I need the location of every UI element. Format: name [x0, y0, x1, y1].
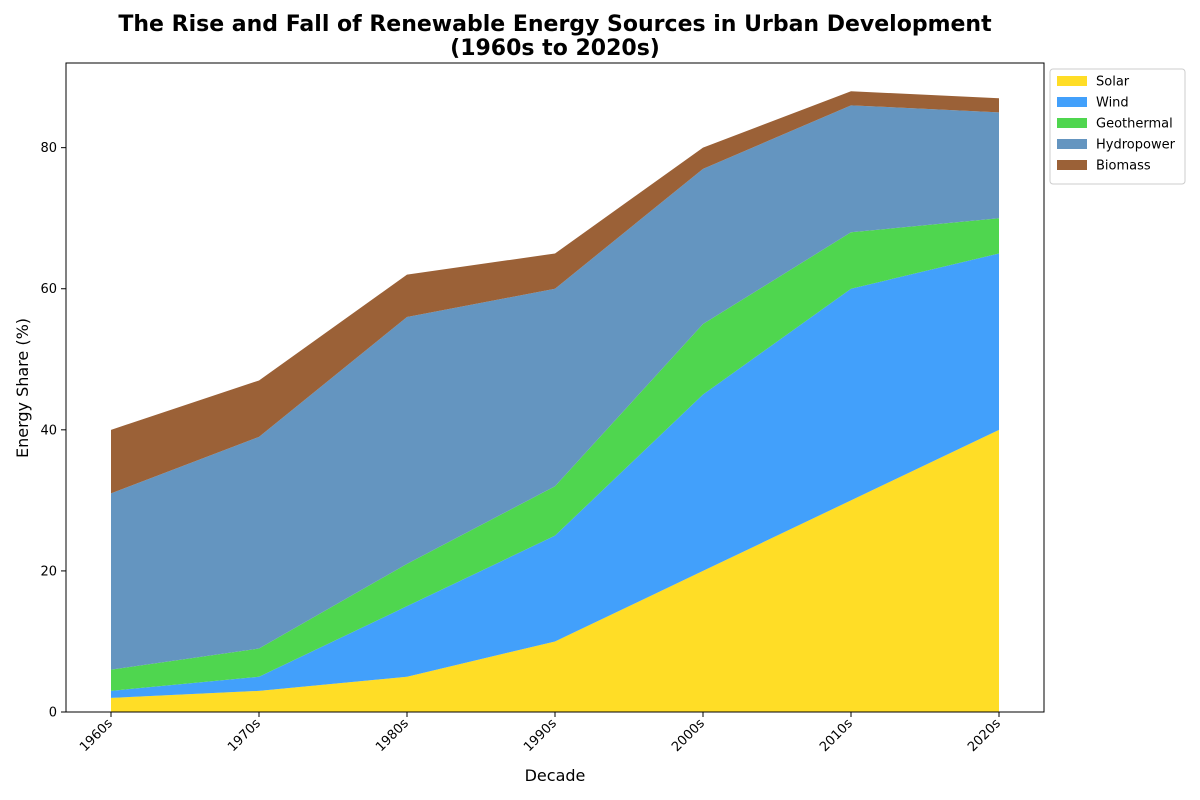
area-series-hydropower — [111, 105, 999, 670]
x-tick-label: 1980s — [373, 716, 412, 755]
y-axis: 0 20 40 60 80 — [40, 141, 66, 721]
x-tick-label: 2010s — [817, 716, 856, 755]
y-tick-label: 0 — [49, 706, 57, 721]
x-tick-label: 1990s — [521, 716, 560, 755]
x-tick-label: 2020s — [965, 716, 1004, 755]
legend-swatch-geothermal — [1057, 118, 1087, 128]
y-tick-label: 40 — [40, 423, 57, 438]
legend-label-hydropower: Hydropower — [1096, 138, 1176, 153]
area-series-group — [111, 91, 999, 712]
legend-label-biomass: Biomass — [1096, 159, 1151, 174]
area-series-geothermal — [111, 218, 999, 691]
x-tick-label: 2000s — [669, 716, 708, 755]
y-tick-label: 80 — [40, 141, 57, 156]
y-tick-label: 20 — [40, 564, 57, 579]
legend-swatch-biomass — [1057, 160, 1087, 170]
x-axis: 1960s 1970s 1980s 1990s 2000s 2010s 2020s — [77, 712, 1004, 755]
chart-title-line-1: The Rise and Fall of Renewable Energy So… — [118, 12, 992, 37]
x-tick-label: 1970s — [225, 716, 264, 755]
legend-swatch-wind — [1057, 97, 1087, 107]
area-series-solar — [111, 429, 999, 712]
legend-label-solar: Solar — [1096, 75, 1130, 90]
legend-swatch-hydropower — [1057, 139, 1087, 149]
x-tick-label: 1960s — [77, 716, 116, 755]
y-tick-label: 60 — [40, 282, 57, 297]
y-axis-label: Energy Share (%) — [13, 318, 32, 458]
area-series-biomass — [111, 91, 999, 494]
x-axis-label: Decade — [525, 766, 586, 785]
legend-label-wind: Wind — [1096, 96, 1129, 111]
chart-title-line-2: (1960s to 2020s) — [450, 36, 660, 61]
legend-label-geothermal: Geothermal — [1096, 117, 1173, 132]
area-series-wind — [111, 253, 999, 698]
legend-swatch-solar — [1057, 76, 1087, 86]
legend: Solar Wind Geothermal Hydropower Biomass — [1049, 68, 1186, 185]
